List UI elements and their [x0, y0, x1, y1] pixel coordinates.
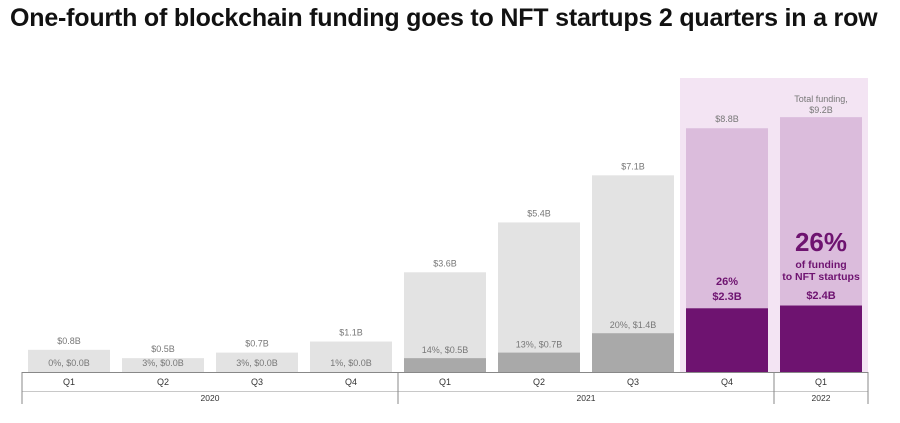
q4-2021-nft-share: 26% — [716, 276, 738, 288]
nft-value-label: 14%, $0.5B — [422, 345, 469, 355]
q1-2022-total-label: Total funding, — [794, 94, 848, 104]
nft-bar — [404, 358, 486, 372]
nft-value-label: 20%, $1.4B — [610, 320, 657, 330]
nft-bar — [686, 308, 768, 372]
total-bar — [216, 352, 298, 372]
total-value-label: $5.4B — [527, 208, 551, 218]
year-label: 2021 — [577, 393, 596, 403]
q1-2022-nft-share: 26% — [795, 227, 847, 257]
q1-2022-nft-amount: $2.4B — [806, 290, 835, 302]
nft-value-label: 3%, $0.0B — [236, 358, 278, 368]
q4-2021-nft-amount: $2.3B — [712, 291, 741, 303]
x-tick-label: Q4 — [721, 377, 733, 387]
nft-bar — [780, 305, 862, 372]
x-tick-label: Q3 — [251, 377, 263, 387]
total-value-label: $0.8B — [57, 336, 81, 346]
x-tick-label: Q1 — [439, 377, 451, 387]
x-tick-label: Q1 — [815, 377, 827, 387]
q1-2022-annotation-line2: to NFT startups — [782, 271, 860, 283]
q1-2022-total-value: $9.2B — [809, 105, 833, 115]
total-bar — [404, 272, 486, 372]
year-label: 2020 — [201, 393, 220, 403]
q1-2022-annotation-line1: of funding — [795, 259, 846, 271]
chart-title: One-fourth of blockchain funding goes to… — [10, 4, 878, 32]
total-value-label: $1.1B — [339, 328, 363, 338]
nft-value-label: 3%, $0.0B — [142, 358, 184, 368]
total-value-label: $3.6B — [433, 258, 457, 268]
total-bar — [28, 349, 110, 372]
nft-value-label: 13%, $0.7B — [516, 340, 563, 350]
total-value-label: $0.5B — [151, 344, 175, 354]
total-bar — [498, 222, 580, 372]
total-value-label: $7.1B — [621, 161, 645, 171]
nft-value-label: 0%, $0.0B — [48, 358, 90, 368]
x-tick-label: Q1 — [63, 377, 75, 387]
nft-bar — [498, 352, 580, 372]
total-value-label: $8.8B — [715, 114, 739, 124]
x-tick-label: Q2 — [157, 377, 169, 387]
nft-value-label: 1%, $0.0B — [330, 358, 372, 368]
total-bar — [122, 358, 204, 372]
nft-bar — [592, 333, 674, 372]
year-label: 2022 — [812, 393, 831, 403]
x-tick-label: Q2 — [533, 377, 545, 387]
x-tick-label: Q4 — [345, 377, 357, 387]
total-value-label: $0.7B — [245, 339, 269, 349]
x-tick-label: Q3 — [627, 377, 639, 387]
total-bar — [310, 341, 392, 372]
